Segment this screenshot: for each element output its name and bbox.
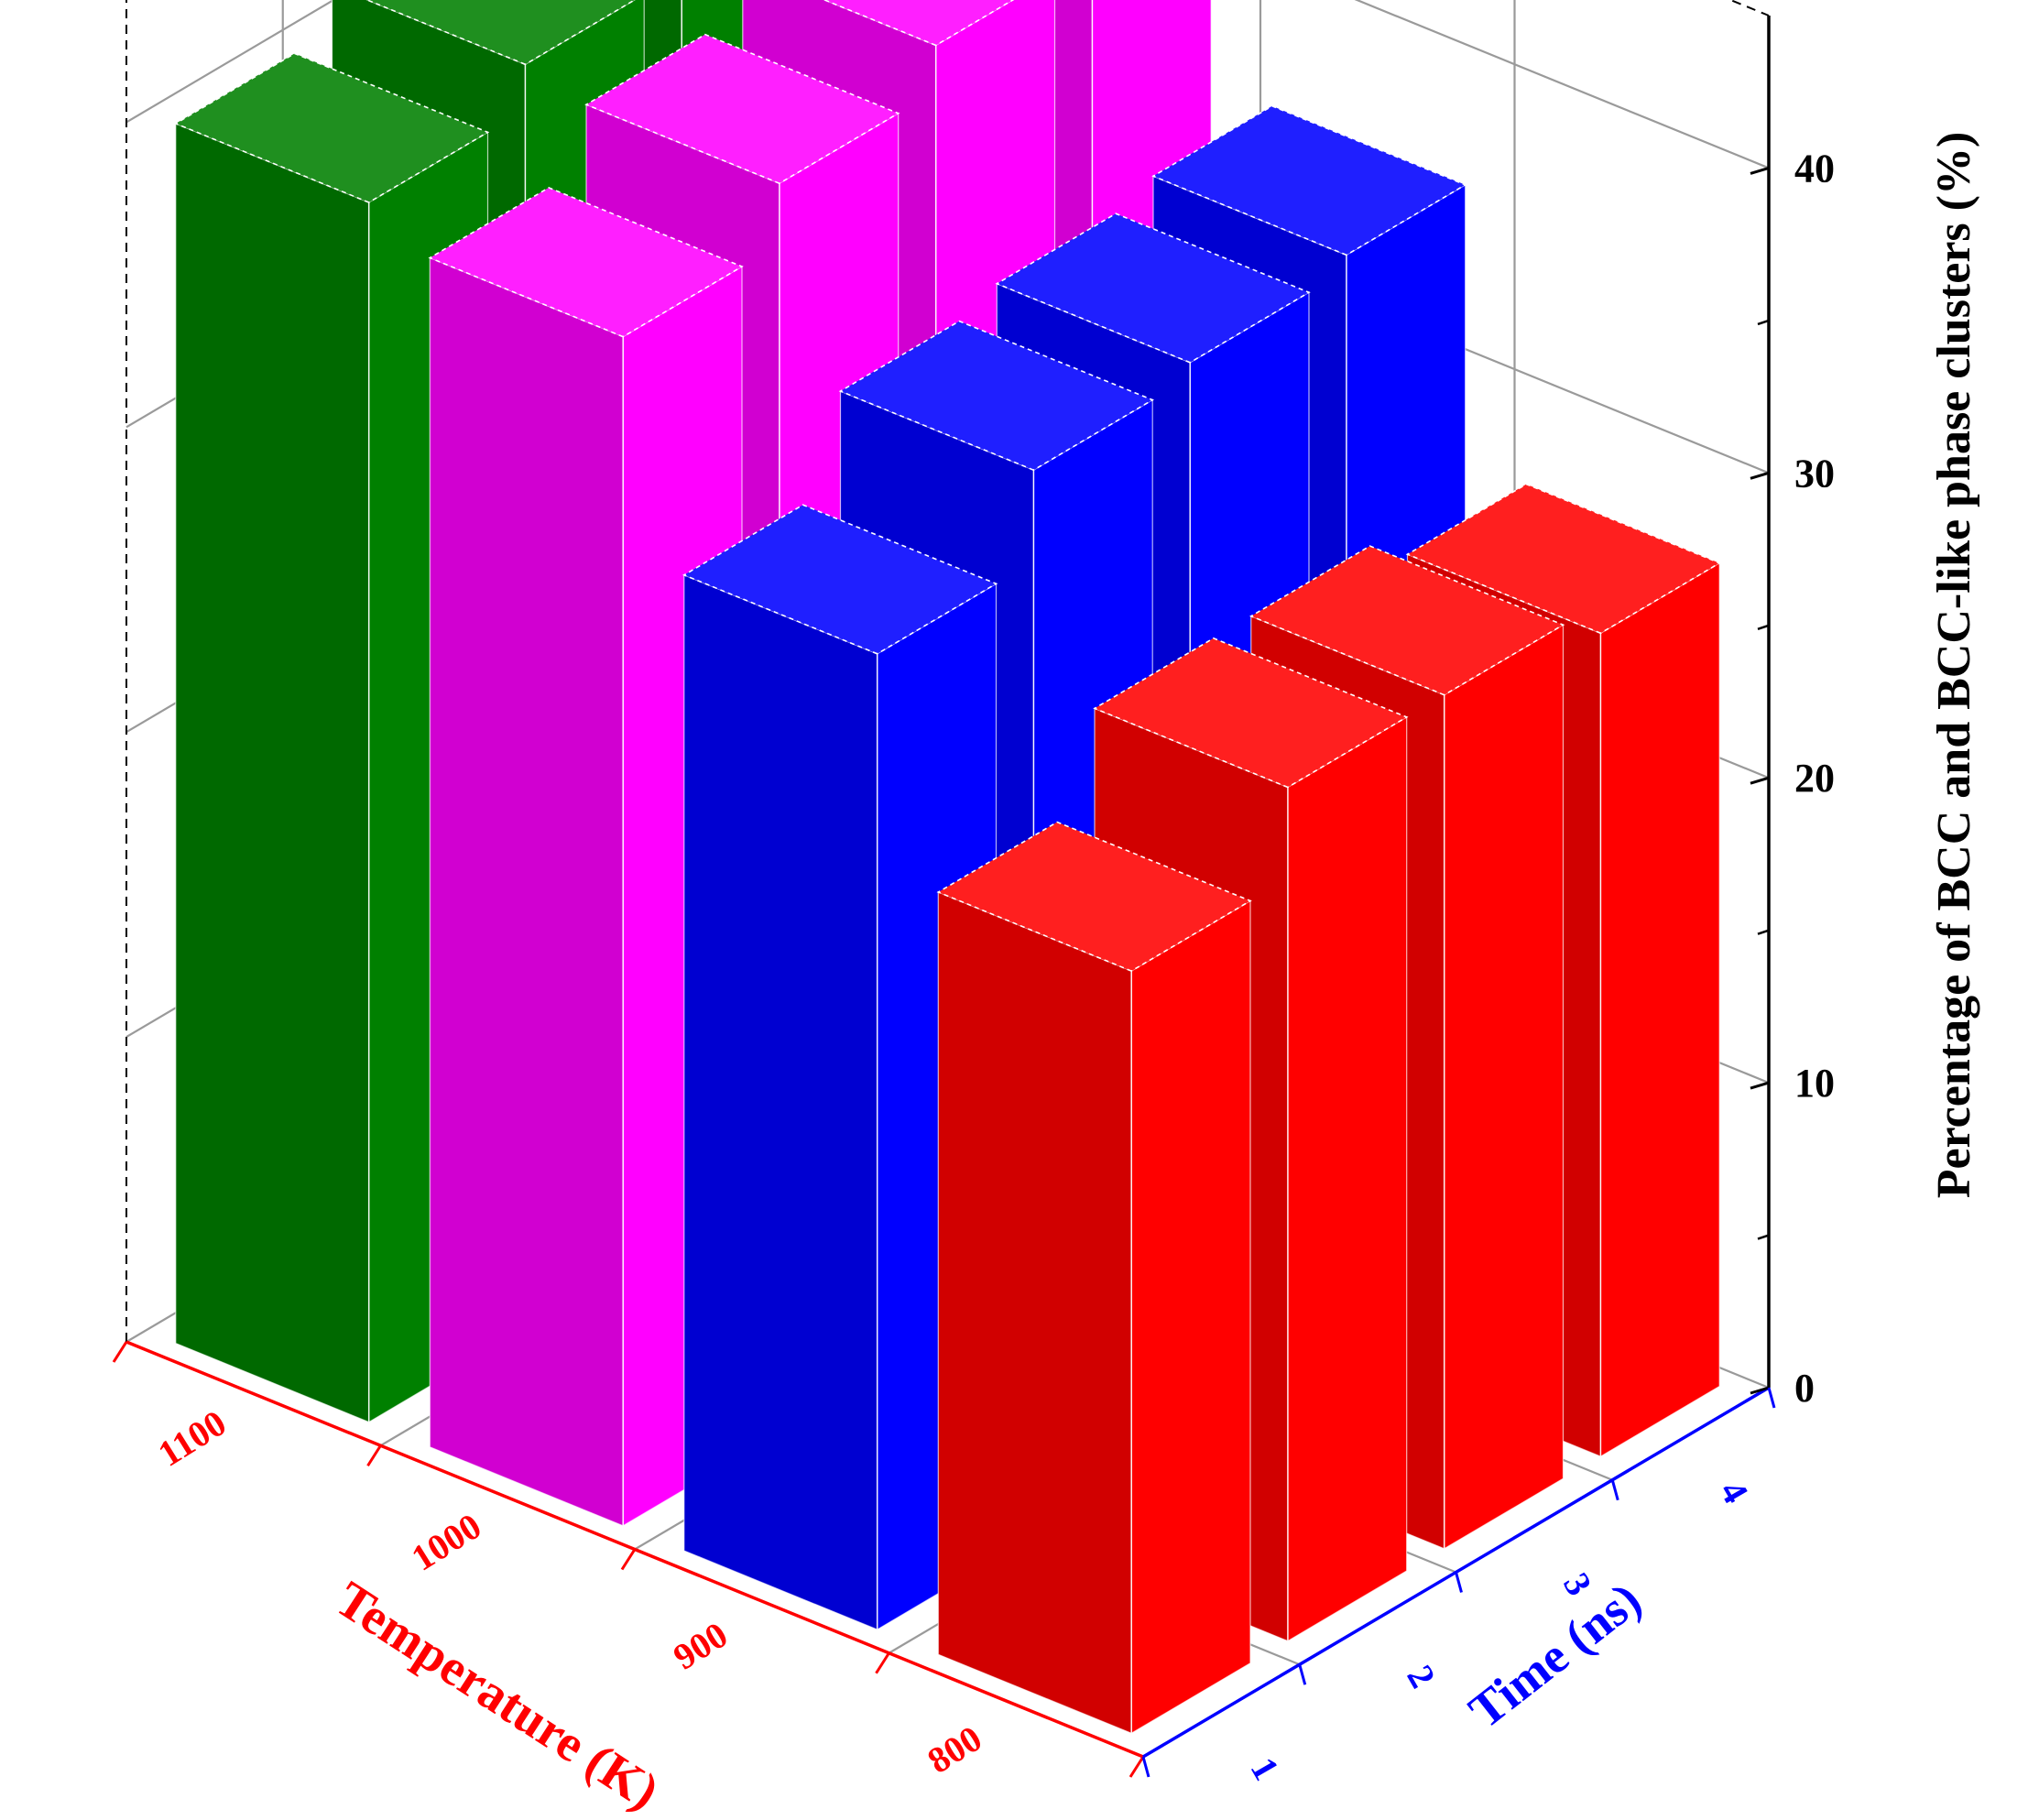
bar-top-face xyxy=(1093,637,1409,789)
value-tick-label: 10 xyxy=(1794,1061,1835,1106)
value-minor-tick xyxy=(1757,319,1770,326)
time-tick-label: 4 xyxy=(1712,1474,1757,1510)
bar-side-face xyxy=(937,891,1132,1735)
bar-top-face xyxy=(995,213,1311,364)
temperature-tick-label: 900 xyxy=(666,1614,735,1678)
time-axis-title: Time (ns) xyxy=(1459,1572,1652,1738)
value-minor-tick xyxy=(1757,929,1770,935)
time-tick xyxy=(1767,1387,1776,1409)
bar-top-face xyxy=(682,504,998,655)
bar-front-face xyxy=(1444,624,1565,1550)
bar-top-face xyxy=(365,0,637,66)
bars-layer xyxy=(174,0,1721,1735)
bar-top-face xyxy=(428,187,744,338)
value-tick-label: 20 xyxy=(1794,756,1835,801)
time-tick xyxy=(1455,1572,1463,1593)
grid-line xyxy=(125,0,336,124)
bar-front-face xyxy=(1287,715,1408,1642)
time-tick xyxy=(1610,1479,1619,1501)
temperature-tick xyxy=(1128,1756,1145,1778)
value-tick xyxy=(1750,1081,1770,1090)
temperature-tick xyxy=(366,1444,382,1467)
bar-top-face xyxy=(174,52,490,203)
bar-top-face xyxy=(1405,483,1721,635)
axes-layer xyxy=(112,0,1776,1778)
temperature-tick xyxy=(620,1548,637,1571)
value-tick xyxy=(1750,471,1770,480)
time-tick xyxy=(1298,1663,1307,1685)
temperature-tick xyxy=(112,1341,128,1363)
bar-top-face xyxy=(838,320,1154,472)
value-tick xyxy=(1750,776,1770,785)
time-tick-label: 2 xyxy=(1399,1658,1444,1695)
temperature-axis-title: Temperature (K) xyxy=(326,1571,669,1820)
value-tick xyxy=(1750,167,1770,175)
time-tick xyxy=(1141,1756,1150,1778)
value-minor-tick xyxy=(1757,1234,1770,1240)
bar-top-face xyxy=(584,33,900,185)
grid-line xyxy=(1354,0,1770,169)
value-axis-title: Percentage of BCC and BCC-like phase clu… xyxy=(1928,132,1980,1199)
bar-side-face xyxy=(683,573,878,1630)
bar-side-face xyxy=(175,123,370,1423)
bar-top-face xyxy=(1249,545,1565,696)
bar-800K-1ns xyxy=(936,821,1252,1735)
value-tick-label: 30 xyxy=(1794,451,1835,496)
value-tick xyxy=(1750,1386,1770,1395)
value-tick-label: 0 xyxy=(1794,1366,1815,1411)
time-tick-label: 1 xyxy=(1243,1750,1288,1787)
bar-front-face xyxy=(1130,899,1251,1735)
bar-top-face xyxy=(1151,104,1467,256)
bar-front-face xyxy=(1599,561,1720,1458)
bar-side-face xyxy=(429,256,624,1527)
value-minor-tick xyxy=(1757,624,1770,630)
temperature-tick xyxy=(875,1651,890,1674)
bar-top-face xyxy=(936,821,1252,972)
bar-top-face xyxy=(823,0,1015,47)
value-tick-label: 40 xyxy=(1794,146,1835,191)
temperature-tick-label: 1000 xyxy=(404,1505,488,1579)
temperature-tick-label: 1100 xyxy=(151,1401,234,1474)
temperature-tick-label: 800 xyxy=(921,1717,989,1782)
